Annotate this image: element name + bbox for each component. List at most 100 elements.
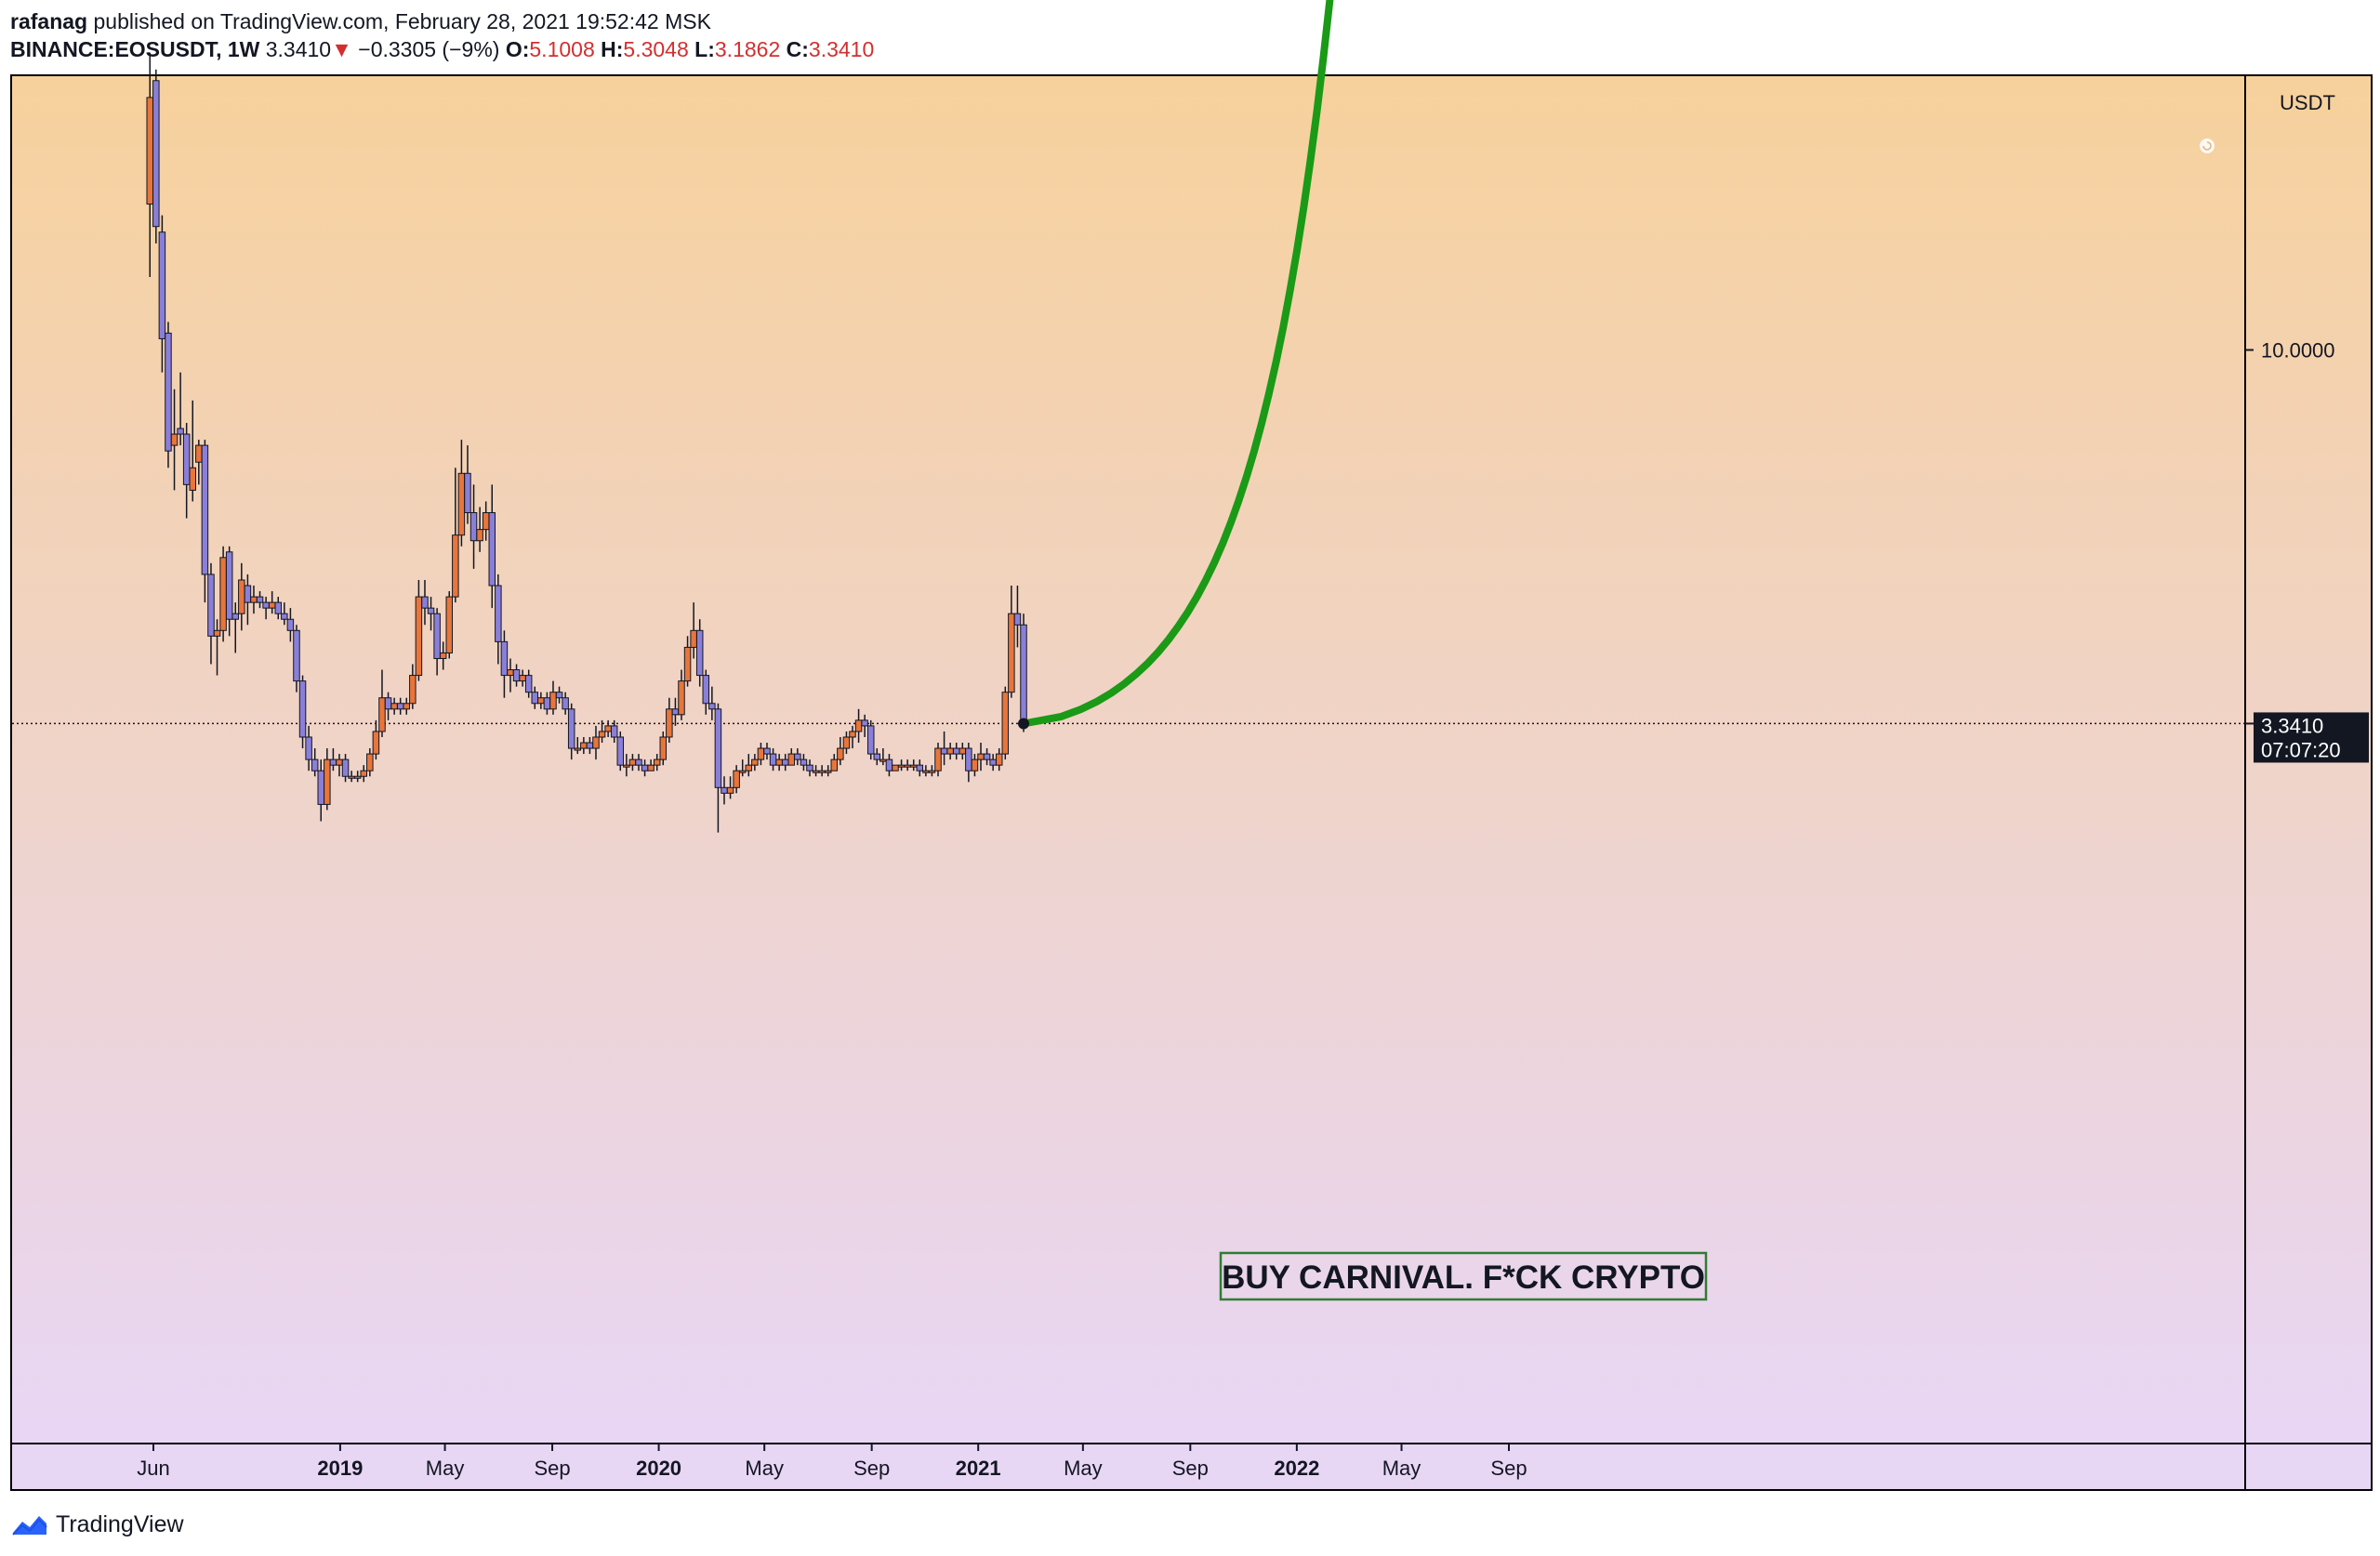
candle: [983, 748, 991, 766]
candle: [592, 725, 600, 760]
currency-label-group: USDT: [2274, 89, 2341, 115]
candle-body: [946, 747, 954, 755]
candle: [659, 731, 668, 766]
candle-body: [671, 708, 680, 716]
candle-body: [610, 725, 618, 738]
last-price-tag: 3.3410 07:07:20: [2245, 712, 2369, 763]
publish-info: rafanag published on TradingView.com, Fe…: [10, 7, 711, 35]
reset-icon[interactable]: [2200, 138, 2215, 153]
candle-body: [775, 758, 783, 766]
candle: [360, 765, 368, 783]
candle-body: [916, 764, 924, 771]
candle: [182, 422, 191, 519]
candles: [146, 52, 1027, 833]
x-tick-label: 2021: [956, 1457, 1001, 1480]
candle-body: [366, 753, 374, 771]
candle: [695, 619, 704, 687]
candle-body: [207, 574, 215, 637]
candle: [824, 765, 832, 777]
candle-body: [457, 472, 466, 536]
x-tick-label: May: [426, 1457, 465, 1480]
annotation-box[interactable]: BUY CARNIVAL. F*CK CRYPTO: [1219, 1251, 1708, 1301]
candle: [1013, 586, 1022, 648]
growth-arrow[interactable]: [1023, 0, 1494, 728]
candle-body: [305, 736, 312, 760]
candle-body: [390, 703, 398, 710]
annotation-border: [1219, 1251, 1708, 1301]
candle: [702, 669, 710, 715]
candle: [201, 440, 209, 603]
x-tick-label: 2020: [636, 1457, 681, 1480]
candle-body: [763, 747, 771, 755]
candle: [311, 748, 319, 777]
candle-body: [592, 736, 600, 749]
candle-body: [952, 747, 960, 755]
candle-body: [922, 770, 930, 773]
candle-body: [152, 80, 160, 228]
x-tick-label: May: [745, 1457, 784, 1480]
candle: [177, 372, 184, 446]
candle: [763, 743, 771, 760]
candle-body: [806, 764, 813, 771]
candle: [794, 748, 801, 766]
candle-body: [384, 697, 392, 710]
candle: [653, 754, 661, 771]
candle-body: [726, 786, 734, 794]
plot-background: [12, 76, 2245, 1444]
symbol-label: BINANCE:EOSUSDT, 1W: [10, 37, 260, 61]
candle: [476, 507, 483, 552]
candle: [751, 754, 759, 771]
candle-body: [1020, 624, 1027, 724]
candle-body: [635, 758, 642, 766]
candle-body: [781, 758, 789, 766]
candle: [714, 703, 722, 833]
candle: [806, 759, 813, 777]
candle-body: [452, 534, 459, 598]
author-name[interactable]: rafanag: [10, 9, 88, 33]
candle: [1008, 586, 1015, 698]
tradingview-brand[interactable]: TradingView: [56, 1510, 184, 1537]
candle-body: [702, 675, 710, 705]
x-tick-label: May: [1382, 1457, 1421, 1480]
candle-body: [708, 703, 716, 710]
candle-body: [244, 585, 252, 603]
arrow-start-dot[interactable]: [1018, 718, 1030, 730]
candle: [567, 703, 575, 760]
candle-body: [659, 736, 668, 760]
candle-body: [524, 675, 533, 693]
candle-body: [360, 770, 368, 777]
candle-body: [146, 97, 153, 205]
candle-body: [989, 758, 997, 766]
candle-body: [201, 444, 209, 575]
tradingview-logo-icon[interactable]: [11, 1512, 48, 1536]
candle: [733, 765, 740, 794]
candle-body: [854, 719, 863, 732]
candle-body: [225, 551, 233, 620]
candle-body: [1013, 613, 1022, 626]
candle-body: [574, 747, 582, 751]
candle: [158, 215, 166, 373]
high-value: 5.3048: [623, 37, 689, 61]
candle-body: [170, 433, 178, 446]
candle: [995, 748, 1003, 771]
close-label: C:: [786, 37, 809, 61]
candle-body: [286, 618, 295, 631]
candle-body: [567, 708, 575, 749]
candle-body: [219, 557, 227, 631]
candle: [231, 602, 239, 653]
candle-body: [531, 692, 539, 705]
y-tick-label: 10.0000: [2261, 339, 2335, 363]
x-tick-label: Sep: [853, 1457, 890, 1480]
x-tick-label: Sep: [1172, 1457, 1209, 1480]
chart-frame: [10, 74, 2373, 1491]
candle-body: [909, 764, 918, 768]
candle: [170, 389, 178, 491]
candle: [207, 562, 215, 665]
candle-body: [849, 731, 856, 738]
candle-body: [683, 646, 692, 682]
candle-body: [904, 764, 911, 768]
candle: [842, 731, 851, 755]
candle: [378, 669, 386, 737]
candle-body: [751, 758, 759, 766]
